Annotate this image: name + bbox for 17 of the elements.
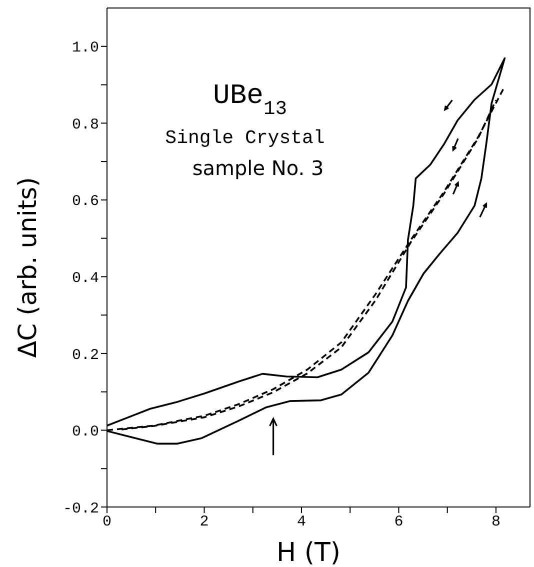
y-tick-label: 0.6 bbox=[72, 193, 99, 210]
x-tick-label: 4 bbox=[296, 514, 306, 531]
x-tick-label: 2 bbox=[200, 514, 209, 531]
x-axis-title: H (T) bbox=[276, 538, 340, 567]
annotation: Single Crystal bbox=[165, 127, 325, 149]
x-tick-label: 8 bbox=[491, 514, 500, 531]
y-tick-label: 0.4 bbox=[72, 270, 99, 288]
annotation: UBe$_{13}$ bbox=[213, 81, 287, 120]
y-tick-label: 0.8 bbox=[72, 116, 99, 134]
y-tick-label: 0.2 bbox=[72, 346, 99, 364]
x-tick-label: 6 bbox=[394, 514, 404, 531]
y-tick-label: 1.0 bbox=[72, 40, 99, 57]
annotation: sample No. 3 bbox=[192, 156, 324, 180]
y-tick-label: -0.2 bbox=[62, 500, 99, 518]
y-tick-label: 0.0 bbox=[72, 424, 99, 441]
x-tick-label: 0 bbox=[102, 514, 112, 531]
y-axis-title: ΔC (arb. units) bbox=[13, 177, 42, 358]
